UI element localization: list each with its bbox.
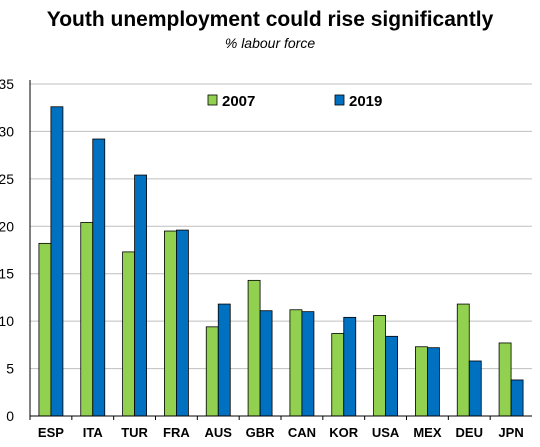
- bar-2019-usa: [385, 335, 398, 417]
- x-tick-label: CAN: [288, 425, 316, 440]
- x-tick-label: JPN: [498, 425, 523, 440]
- bar-2007-tur: [122, 251, 135, 417]
- x-tick-label: KOR: [329, 425, 359, 440]
- bar-2019-kor: [343, 316, 357, 417]
- bar-2007-kor: [331, 333, 345, 417]
- x-tick-label: DEU: [456, 425, 483, 440]
- x-tick-label: USA: [372, 425, 400, 440]
- bar-2007-usa: [373, 315, 386, 417]
- x-tick-label: ESP: [38, 425, 64, 440]
- bar-2019-jpn: [510, 379, 524, 417]
- chart-title: Youth unemployment could rise significan…: [46, 8, 494, 31]
- y-tick-label: 30: [0, 123, 14, 139]
- x-tick-label: ITA: [83, 425, 104, 440]
- y-tick-label: 35: [0, 76, 14, 92]
- bar-2007-mex: [415, 346, 428, 417]
- x-tick-label: FRA: [163, 425, 190, 440]
- y-tick-label: 5: [6, 361, 14, 377]
- bar-2007-jpn: [498, 342, 512, 417]
- bar-2019-tur: [134, 174, 147, 417]
- bar-2019-can: [301, 311, 315, 417]
- x-tick-label: AUS: [205, 425, 233, 440]
- bar-2007-fra: [164, 230, 177, 417]
- bar-2007-can: [289, 309, 303, 417]
- bars: [38, 106, 524, 417]
- y-tick-label: 25: [0, 171, 14, 187]
- legend-swatch-2007: [207, 94, 218, 106]
- y-tick-label: 15: [0, 266, 14, 282]
- y-tick-label: 10: [0, 313, 14, 329]
- bar-2019-fra: [176, 229, 189, 417]
- legend-label-2019: 2019: [349, 93, 382, 110]
- x-axis: ESP ITA TUR FRA AUS GBR CAN KOR USA MEX DEU JPN: [29, 415, 532, 440]
- chart-subtitle: % labour force: [224, 35, 316, 51]
- x-tick-label: GBR: [246, 425, 276, 440]
- x-tick-label: TUR: [121, 425, 148, 440]
- bar-2007-aus: [205, 326, 219, 417]
- bar-2019-esp: [50, 106, 64, 417]
- y-tick-label: 20: [0, 218, 14, 234]
- bar-2007-esp: [38, 242, 52, 417]
- y-axis: 0 5 10 15 20 25 30 35: [0, 76, 31, 424]
- bar-2019-gbr: [259, 310, 273, 417]
- y-tick-label: 0: [6, 408, 14, 424]
- bar-2007-ita: [80, 222, 94, 417]
- legend-label-2007: 2007: [222, 93, 255, 110]
- bar-2019-aus: [217, 303, 231, 417]
- legend-swatch-2019: [334, 94, 345, 106]
- x-tick-label: MEX: [413, 425, 442, 440]
- bar-2007-deu: [456, 303, 470, 417]
- legend: 2007 2019: [207, 93, 382, 110]
- bar-2019-mex: [427, 347, 440, 417]
- bar-2019-deu: [468, 360, 482, 417]
- bar-2007-gbr: [247, 279, 261, 417]
- gridlines: [30, 83, 532, 370]
- bar-2019-ita: [92, 138, 106, 417]
